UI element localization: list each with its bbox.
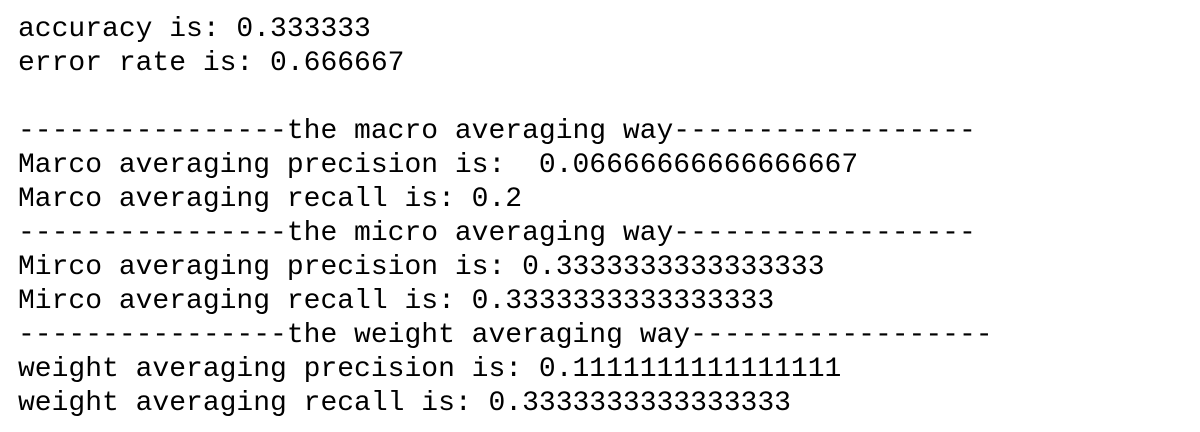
output-line: Marco averaging recall is: 0.2 <box>18 184 523 215</box>
output-line: Mirco averaging precision is: 0.33333333… <box>18 252 825 283</box>
output-line: accuracy is: 0.333333 <box>18 14 371 45</box>
output-line: error rate is: 0.666667 <box>18 48 405 79</box>
output-line: weight averaging recall is: 0.3333333333… <box>18 388 791 419</box>
output-line: Mirco averaging recall is: 0.33333333333… <box>18 286 775 317</box>
output-line: ----------------the micro averaging way-… <box>18 218 976 249</box>
output-line: weight averaging precision is: 0.1111111… <box>18 354 842 385</box>
output-line: ----------------the weight averaging way… <box>18 320 993 351</box>
output-line: ----------------the macro averaging way-… <box>18 116 976 147</box>
output-line: Marco averaging precision is: 0.06666666… <box>18 150 859 181</box>
